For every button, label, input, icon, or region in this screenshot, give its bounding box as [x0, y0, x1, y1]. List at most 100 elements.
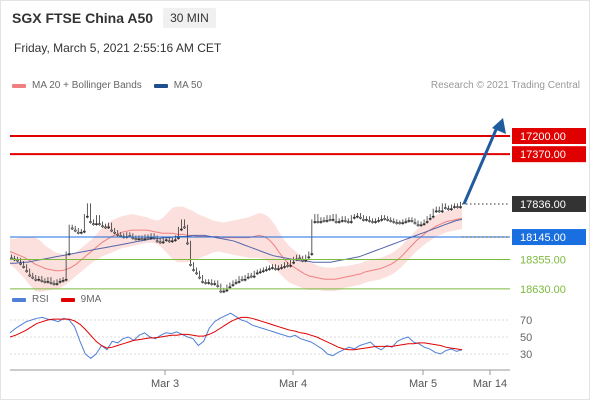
candle-body [437, 210, 441, 213]
legend-swatch-ma20 [12, 83, 26, 88]
candle-body [161, 241, 165, 244]
candle-body [459, 206, 462, 208]
candle-body [264, 269, 268, 271]
level-tag-label: 18630.00 [520, 284, 566, 296]
candle-body [453, 206, 456, 208]
candle-body [286, 265, 289, 267]
candle-body [365, 219, 368, 221]
candle-body [280, 267, 283, 269]
candle-body [140, 238, 144, 240]
candle-body [113, 231, 117, 234]
candle-body [283, 266, 286, 268]
rsi-line [9, 312, 463, 359]
candle-body [64, 278, 68, 281]
candle-body [413, 222, 417, 224]
candle-body [85, 215, 89, 218]
candle-body [456, 206, 459, 208]
legend-label-ma20: MA 20 + Bollinger Bands [32, 80, 142, 91]
candle-body [377, 220, 380, 222]
level-tag-label: 18145.00 [520, 232, 566, 244]
candle-body [146, 237, 150, 239]
rsi-tick-label: 50 [520, 332, 532, 344]
legend-label-ma50: MA 50 [173, 80, 203, 91]
candle-body [443, 207, 447, 209]
candle-body [434, 210, 438, 213]
rsi-ma-line [9, 316, 463, 351]
candle-body [110, 229, 113, 232]
main-legend: MA 20 + Bollinger Bands MA 50 [12, 80, 214, 91]
candle-body [116, 234, 120, 236]
candle-body [158, 241, 162, 244]
candle-body [43, 281, 47, 283]
candle-body [371, 221, 374, 223]
candle-body [216, 285, 220, 287]
candle-body [425, 221, 429, 223]
candle-body [10, 257, 13, 260]
candle-body [389, 220, 393, 222]
candle-body [362, 219, 365, 221]
candle-body [258, 271, 262, 274]
candle-body [213, 283, 217, 285]
candle-body [407, 220, 411, 222]
ma50-line [10, 218, 463, 264]
candle-body [292, 261, 295, 264]
legend-swatch-rsi [12, 297, 26, 302]
candle-body [28, 274, 32, 277]
candle-body [274, 268, 277, 270]
level-tag-label: 18355.00 [520, 254, 566, 266]
candle-body [249, 275, 253, 278]
candle-body [186, 242, 189, 245]
candle-body [55, 283, 59, 285]
candle-body [82, 230, 86, 233]
chart-datetime: Friday, March 5, 2021 2:55:16 AM CET [14, 41, 222, 55]
ma20-line [9, 217, 463, 280]
candle-body [450, 208, 453, 211]
level-tag-box [512, 146, 586, 163]
candle-body [19, 262, 22, 265]
rsi-tick-label: 70 [520, 315, 532, 327]
level-tag-box [512, 128, 586, 144]
x-tick-label: Mar 4 [279, 378, 307, 390]
candle-body [189, 264, 192, 266]
level-tag-box [512, 196, 586, 212]
legend-label-rsi: RSI [32, 294, 49, 305]
candle-body [416, 224, 420, 227]
candle-body [246, 276, 250, 279]
candle-body [192, 269, 195, 271]
candle-body [359, 216, 362, 219]
candle-body [167, 240, 171, 243]
candle-body [368, 220, 371, 222]
candle-body [180, 228, 183, 231]
candle-body [76, 231, 80, 234]
candle-body [37, 278, 41, 281]
candle-body [101, 225, 104, 228]
legend-swatch-ma50 [153, 83, 168, 88]
candle-body [346, 221, 350, 223]
candle-body [107, 226, 110, 229]
candle-body [401, 222, 405, 224]
candle-body [352, 216, 356, 219]
candle-body [349, 221, 353, 223]
candle-body [310, 253, 314, 255]
candle-body [304, 259, 308, 262]
candle-body [301, 259, 305, 262]
candle-body [234, 282, 238, 284]
candle-body [380, 219, 383, 221]
timeframe-badge[interactable]: 30 MIN [163, 8, 216, 28]
candle-body [334, 221, 338, 223]
candle-body [204, 282, 208, 284]
candle-body [307, 256, 311, 259]
candle-body [79, 231, 83, 234]
candle-body [225, 289, 229, 292]
level-tag-box [512, 229, 586, 246]
candle-body [255, 272, 259, 275]
candle-body [419, 224, 423, 227]
bollinger-band-area [10, 206, 462, 293]
candle-body [177, 237, 180, 239]
projection-arrow-shaft [462, 124, 500, 205]
candle-body [337, 221, 341, 223]
candle-body [119, 235, 123, 237]
candle-body [25, 270, 29, 273]
rsi-legend: RSI 9MA [12, 294, 113, 305]
